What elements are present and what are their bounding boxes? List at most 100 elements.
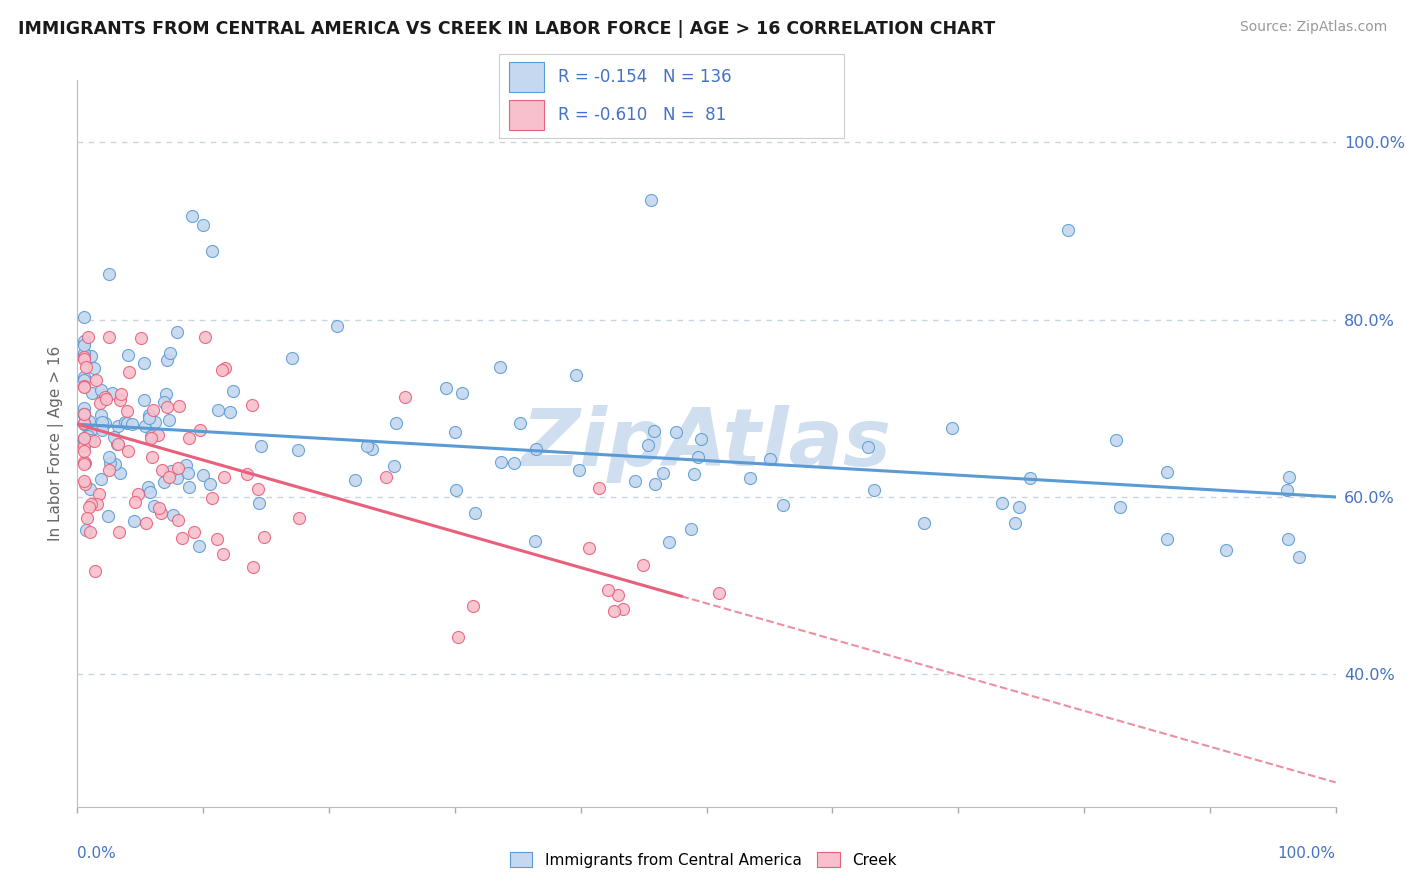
Point	[83, 361, 105, 376]
Point	[134, 419, 156, 434]
Point	[156, 400, 179, 414]
Point	[110, 387, 132, 401]
Point	[72, 406, 94, 420]
Point	[489, 359, 512, 374]
Point	[193, 467, 215, 482]
Point	[72, 417, 94, 431]
Point	[89, 396, 111, 410]
Point	[129, 331, 152, 345]
Point	[188, 539, 211, 553]
Point	[502, 456, 524, 470]
Point	[77, 420, 100, 434]
Point	[205, 532, 228, 546]
Point	[598, 582, 620, 597]
Point	[219, 404, 242, 418]
Point	[94, 391, 117, 405]
Point	[132, 355, 155, 369]
Point	[117, 444, 139, 458]
Point	[374, 470, 396, 484]
Point	[117, 416, 139, 430]
Point	[72, 444, 94, 458]
Point	[568, 463, 591, 477]
Point	[72, 350, 94, 364]
Point	[862, 483, 884, 498]
Point	[138, 408, 160, 422]
Point	[1278, 469, 1301, 483]
Point	[167, 513, 190, 527]
Point	[150, 463, 173, 477]
Point	[77, 429, 100, 443]
Point	[157, 469, 180, 483]
Point	[166, 461, 188, 475]
Point	[1277, 533, 1299, 547]
Point	[288, 511, 311, 525]
Point	[79, 525, 101, 540]
Point	[194, 330, 217, 344]
Point	[72, 407, 94, 421]
Point	[73, 477, 96, 491]
Point	[72, 401, 94, 416]
Point	[211, 547, 233, 561]
Point	[72, 407, 94, 421]
Point	[683, 467, 706, 481]
Point	[665, 425, 688, 439]
Point	[166, 471, 188, 485]
Point	[343, 473, 366, 487]
Point	[79, 433, 101, 447]
Point	[138, 410, 160, 425]
Point	[153, 394, 176, 409]
Point	[991, 496, 1014, 510]
Point	[394, 390, 416, 404]
Point	[200, 476, 222, 491]
Point	[624, 475, 647, 489]
Point	[523, 534, 546, 549]
Point	[177, 480, 200, 494]
Point	[142, 499, 165, 513]
Point	[127, 487, 149, 501]
Point	[602, 604, 624, 618]
Point	[1109, 500, 1132, 514]
Point	[72, 457, 94, 471]
Point	[156, 353, 179, 368]
Point	[139, 485, 162, 500]
Point	[72, 407, 94, 421]
Point	[97, 267, 120, 281]
Point	[72, 337, 94, 351]
Point	[114, 415, 136, 429]
Point	[588, 481, 610, 495]
Point	[97, 508, 120, 523]
Text: Source: ZipAtlas.com: Source: ZipAtlas.com	[1240, 20, 1388, 34]
Point	[640, 193, 662, 207]
Point	[658, 535, 681, 549]
Point	[221, 384, 243, 399]
Text: ZipAtlas: ZipAtlas	[522, 405, 891, 483]
Point	[509, 417, 531, 431]
Text: 100.0%: 100.0%	[1278, 847, 1336, 861]
Point	[107, 418, 129, 433]
Point	[444, 483, 467, 497]
Point	[150, 507, 173, 521]
Point	[564, 368, 586, 382]
Point	[240, 398, 263, 412]
Point	[637, 438, 659, 452]
Point	[709, 586, 731, 600]
Point	[211, 363, 233, 377]
Point	[738, 471, 761, 485]
Point	[644, 477, 666, 491]
Point	[72, 439, 94, 453]
Point	[176, 466, 198, 480]
Point	[142, 403, 165, 417]
Point	[98, 330, 121, 344]
Point	[124, 495, 146, 509]
Point	[152, 475, 174, 490]
Point	[107, 525, 129, 540]
Point	[141, 430, 163, 444]
Point	[643, 424, 665, 438]
Point	[75, 456, 97, 470]
Point	[100, 386, 122, 401]
Point	[1156, 532, 1178, 546]
Point	[242, 559, 264, 574]
Point	[212, 470, 235, 484]
Text: R = -0.610   N =  81: R = -0.610 N = 81	[558, 106, 725, 124]
Point	[87, 487, 110, 501]
